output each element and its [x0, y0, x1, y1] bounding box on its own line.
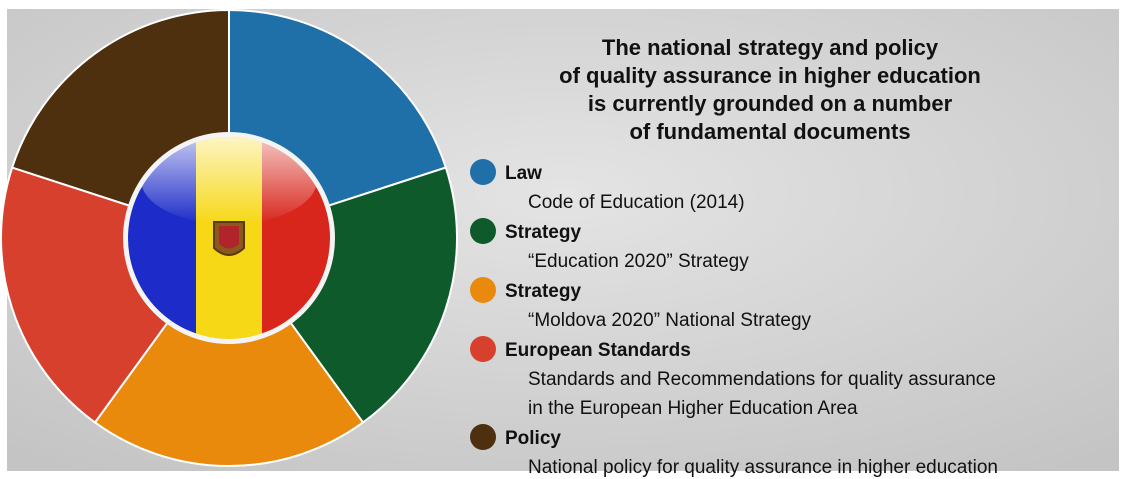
item-heading: Strategy [505, 281, 581, 302]
legend-dot [470, 277, 496, 303]
legend-dot [470, 424, 496, 450]
item-text: “Moldova 2020” National Strategy [528, 310, 812, 331]
item-heading: Law [505, 163, 542, 184]
item-text: Standards and Recommendations for qualit… [528, 369, 996, 390]
legend-dot [470, 336, 496, 362]
slide: The national strategy and policy of quali… [0, 0, 1126, 479]
item-heading: Strategy [505, 222, 581, 243]
legend-dot [470, 218, 496, 244]
item-text: National policy for quality assurance in… [528, 457, 998, 478]
title-line: is currently grounded on a number [588, 91, 953, 116]
item-text: “Education 2020” Strategy [528, 251, 749, 272]
title-line: of quality assurance in higher education [559, 63, 981, 88]
item-text: in the European Higher Education Area [528, 398, 858, 419]
page: {"title_lines": ["The national strategy … [0, 0, 1126, 479]
item-text: Code of Education (2014) [528, 192, 745, 213]
title-line: of fundamental documents [629, 119, 910, 144]
title-line: The national strategy and policy [602, 35, 939, 60]
legend-dot [470, 159, 496, 185]
item-heading: Policy [505, 428, 561, 449]
item-heading: European Standards [505, 340, 691, 361]
flag [128, 136, 330, 339]
